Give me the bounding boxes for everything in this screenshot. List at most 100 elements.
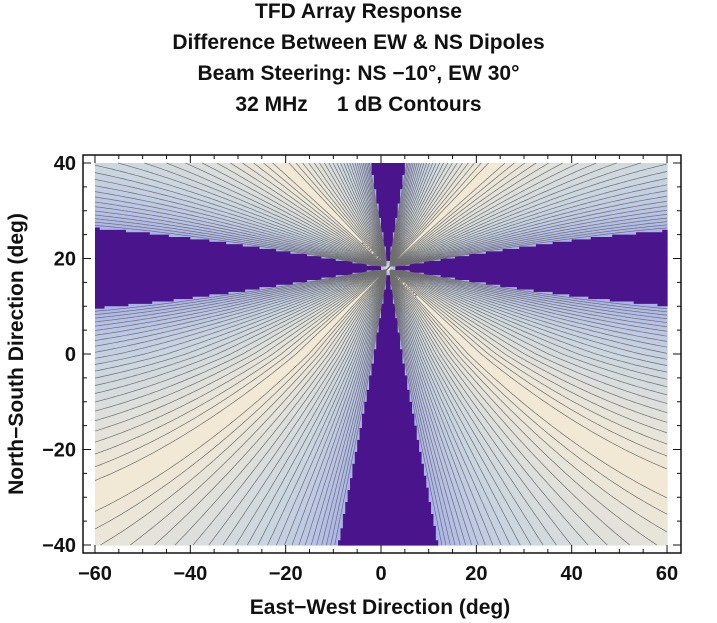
- contour-band: [416, 318, 420, 322]
- contour-band: [516, 215, 530, 219]
- contour-band: [411, 194, 415, 198]
- contour-band: [247, 239, 258, 243]
- contour-band: [466, 163, 475, 166]
- contour-band: [364, 174, 368, 178]
- contour-band: [419, 174, 423, 178]
- contour-band: [426, 296, 430, 300]
- contour-band: [631, 205, 659, 209]
- contour-band: [583, 186, 604, 190]
- contour-band: [350, 244, 353, 248]
- contour-band: [411, 237, 415, 240]
- contour-band: [328, 215, 332, 219]
- contour-band: [304, 179, 313, 183]
- contour-band: [357, 289, 361, 293]
- contour-band: [471, 303, 480, 307]
- contour-band: [407, 163, 411, 166]
- contour-band: [647, 308, 668, 312]
- contour-band: [454, 237, 463, 240]
- contour-band: [347, 205, 351, 209]
- contour-band: [316, 248, 323, 252]
- contour-band: [190, 184, 208, 188]
- contour-band: [481, 194, 489, 198]
- contour-band: [540, 315, 556, 319]
- contour-band: [609, 299, 668, 303]
- contour-band: [585, 225, 606, 229]
- contour-band: [354, 320, 358, 324]
- contour-band: [381, 220, 396, 224]
- contour-band: [142, 194, 165, 198]
- contour-band: [330, 287, 337, 291]
- contour-band: [497, 291, 508, 295]
- contour-band: [545, 320, 558, 324]
- contour-band: [433, 215, 437, 219]
- contour-band: [655, 191, 668, 195]
- contour-band: [445, 296, 451, 300]
- contour-band: [504, 318, 516, 322]
- contour-band: [333, 299, 339, 303]
- contour-band: [249, 241, 261, 245]
- contour-band: [276, 184, 284, 188]
- contour-band: [288, 215, 296, 219]
- contour-band: [187, 213, 206, 217]
- contour-band: [369, 301, 373, 305]
- contour-band: [304, 248, 313, 252]
- contour-band: [373, 191, 377, 195]
- contour-band: [407, 189, 411, 193]
- contour-band: [490, 186, 501, 190]
- contour-band: [514, 189, 525, 193]
- contour-band: [614, 189, 640, 193]
- contour-band: [502, 232, 513, 236]
- contour-band: [280, 220, 292, 224]
- contour-band: [328, 220, 334, 224]
- contour-band: [161, 308, 182, 312]
- contour-band: [621, 167, 649, 171]
- contour-band: [154, 303, 175, 307]
- contour-band: [371, 232, 375, 236]
- contour-band: [156, 210, 177, 214]
- contour-band: [345, 239, 349, 243]
- contour-band: [421, 311, 425, 315]
- contour-band: [543, 165, 556, 169]
- contour-band: [454, 217, 461, 221]
- contour-band: [226, 241, 239, 245]
- contour-band: [94, 203, 115, 207]
- contour-band: [454, 225, 461, 229]
- contour-band: [557, 201, 573, 205]
- contour-band: [497, 215, 508, 219]
- contour-band: [276, 296, 284, 300]
- contour-band: [266, 320, 277, 324]
- contour-band: [521, 229, 535, 233]
- contour-band: [309, 229, 318, 233]
- contour-band: [440, 275, 668, 279]
- contour-band: [342, 215, 346, 219]
- contour-band: [385, 248, 392, 252]
- contour-band: [485, 227, 494, 231]
- contour-band: [426, 318, 430, 322]
- contour-band: [423, 311, 427, 315]
- contour-band: [311, 327, 318, 331]
- contour-band: [340, 208, 344, 212]
- contour-band: [292, 239, 299, 243]
- contour-band: [404, 325, 408, 329]
- contour-band: [147, 163, 170, 166]
- contour-band: [571, 172, 589, 176]
- contour-band: [352, 284, 356, 288]
- contour-band: [516, 241, 530, 245]
- contour-band: [207, 320, 222, 324]
- contour-band: [187, 163, 206, 166]
- contour-band: [304, 303, 313, 307]
- contour-band: [257, 227, 268, 231]
- contour-band: [459, 179, 466, 183]
- contour-band: [94, 248, 277, 252]
- contour-band: [395, 265, 668, 269]
- contour-band: [457, 220, 463, 224]
- contour-band: [121, 220, 149, 224]
- contour-band: [369, 327, 373, 331]
- contour-band: [221, 301, 237, 305]
- contour-band: [297, 205, 306, 209]
- contour-band: [576, 163, 594, 166]
- contour-band: [252, 203, 263, 207]
- contour-band: [502, 313, 513, 317]
- contour-band: [352, 203, 356, 207]
- contour-band: [350, 163, 353, 166]
